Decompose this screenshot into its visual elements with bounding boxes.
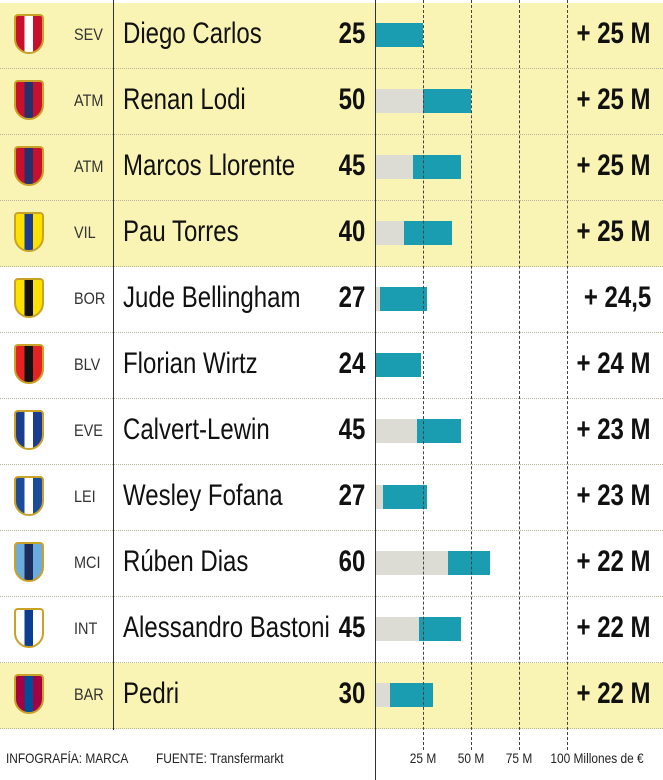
player-value: 45 [338, 611, 365, 644]
player-name: Wesley Fofana [123, 479, 283, 512]
gridline [567, 0, 568, 755]
bar-increase [419, 617, 462, 641]
bar-base [375, 287, 380, 311]
player-name: Marcos Llorente [123, 149, 296, 182]
increase-label: + 24,5 [583, 281, 651, 314]
bar-base [375, 683, 391, 707]
increase-label: + 25 M [576, 215, 651, 248]
club-abbr: BAR [74, 685, 104, 704]
source-text: FUENTE: Transfermarkt [156, 750, 284, 766]
club-abbr: INT [74, 619, 98, 638]
table-row: MCI Rúben Dias 60 + 22 M [0, 531, 663, 597]
player-name: Pedri [123, 677, 180, 710]
club-abbr: ATM [74, 157, 104, 176]
bar-base [375, 221, 404, 245]
increase-label: + 22 M [576, 611, 651, 644]
player-value: 27 [338, 281, 365, 314]
gridline [519, 0, 520, 755]
bar-increase [375, 353, 422, 377]
player-name: Pau Torres [123, 215, 239, 248]
club-abbr: ATM [74, 91, 104, 110]
table-row: ATM Renan Lodi 50 + 25 M [0, 69, 663, 135]
club-crest-icon [14, 476, 44, 516]
bar-base [375, 155, 414, 179]
increase-label: + 23 M [576, 413, 651, 446]
club-crest-icon [14, 410, 44, 450]
player-name: Rúben Dias [123, 545, 249, 578]
table-row: ATM Marcos Llorente 45 + 25 M [0, 135, 663, 201]
player-value: 25 [338, 17, 365, 50]
tick-label: 75 M [505, 750, 533, 766]
increase-label: + 22 M [576, 545, 651, 578]
club-crest-icon [14, 674, 44, 714]
tick-label: 50 M [457, 750, 485, 766]
club-abbr: MCI [74, 553, 101, 572]
increase-label: + 25 M [576, 149, 651, 182]
bar-base [375, 485, 383, 509]
player-name: Calvert-Lewin [123, 413, 270, 446]
increase-label: + 25 M [576, 83, 651, 116]
table-row: INT Alessandro Bastoni 45 + 22 M [0, 597, 663, 663]
increase-label: + 23 M [576, 479, 651, 512]
axis-line [375, 0, 376, 780]
bar-increase [379, 287, 427, 311]
tick-label: 25 M [409, 750, 437, 766]
club-abbr: BOR [74, 289, 106, 308]
bar-base [375, 89, 423, 113]
bar-base [375, 551, 448, 575]
credit-text: INFOGRAFÍA: MARCA [6, 750, 129, 766]
player-value: 45 [338, 413, 365, 446]
bar-increase [417, 419, 462, 443]
player-name: Renan Lodi [123, 83, 246, 116]
player-name: Jude Bellingham [123, 281, 301, 314]
increase-label: + 24 M [576, 347, 651, 380]
club-crest-icon [14, 278, 44, 318]
player-value: 50 [338, 83, 365, 116]
club-crest-icon [14, 146, 44, 186]
increase-label: + 25 M [576, 17, 651, 50]
club-crest-icon [14, 80, 44, 120]
player-name: Alessandro Bastoni [123, 611, 330, 644]
player-value: 40 [338, 215, 365, 248]
club-crest-icon [14, 14, 44, 54]
club-abbr: BLV [74, 355, 101, 374]
column-divider [113, 0, 114, 730]
gridline [423, 0, 424, 755]
bar-increase [375, 23, 423, 47]
bar-base [375, 419, 418, 443]
player-value: 45 [338, 149, 365, 182]
player-value: 27 [338, 479, 365, 512]
table-row: BAR Pedri 30 + 22 M [0, 663, 663, 729]
club-crest-icon [14, 608, 44, 648]
table-row: LEI Wesley Fofana 27 + 23 M [0, 465, 663, 531]
increase-label: + 22 M [576, 677, 651, 710]
table-row: BLV Florian Wirtz 24 + 24 M [0, 333, 663, 399]
club-crest-icon [14, 212, 44, 252]
club-abbr: LEI [74, 487, 96, 506]
player-name: Diego Carlos [123, 17, 262, 50]
gridline [471, 0, 472, 755]
bar-increase [423, 89, 471, 113]
table-row: BOR Jude Bellingham 27 + 24,5 [0, 267, 663, 333]
bar-base [375, 617, 420, 641]
bar-increase [390, 683, 433, 707]
club-abbr: VIL [74, 223, 96, 242]
player-value: 30 [338, 677, 365, 710]
bar-increase [382, 485, 427, 509]
rows-container: SEV Diego Carlos 25 + 25 M ATM Renan Lod… [0, 3, 663, 729]
bar-increase [403, 221, 452, 245]
club-abbr: SEV [74, 25, 103, 44]
table-row: VIL Pau Torres 40 + 25 M [0, 201, 663, 267]
bar-increase [447, 551, 491, 575]
table-row: EVE Calvert-Lewin 45 + 23 M [0, 399, 663, 465]
player-value: 24 [338, 347, 365, 380]
club-abbr: EVE [74, 421, 103, 440]
club-crest-icon [14, 344, 44, 384]
bar-increase [413, 155, 462, 179]
tick-label: 100 Millones de € [550, 750, 644, 766]
player-value: 60 [338, 545, 365, 578]
player-name: Florian Wirtz [123, 347, 258, 380]
club-crest-icon [14, 542, 44, 582]
table-row: SEV Diego Carlos 25 + 25 M [0, 3, 663, 69]
